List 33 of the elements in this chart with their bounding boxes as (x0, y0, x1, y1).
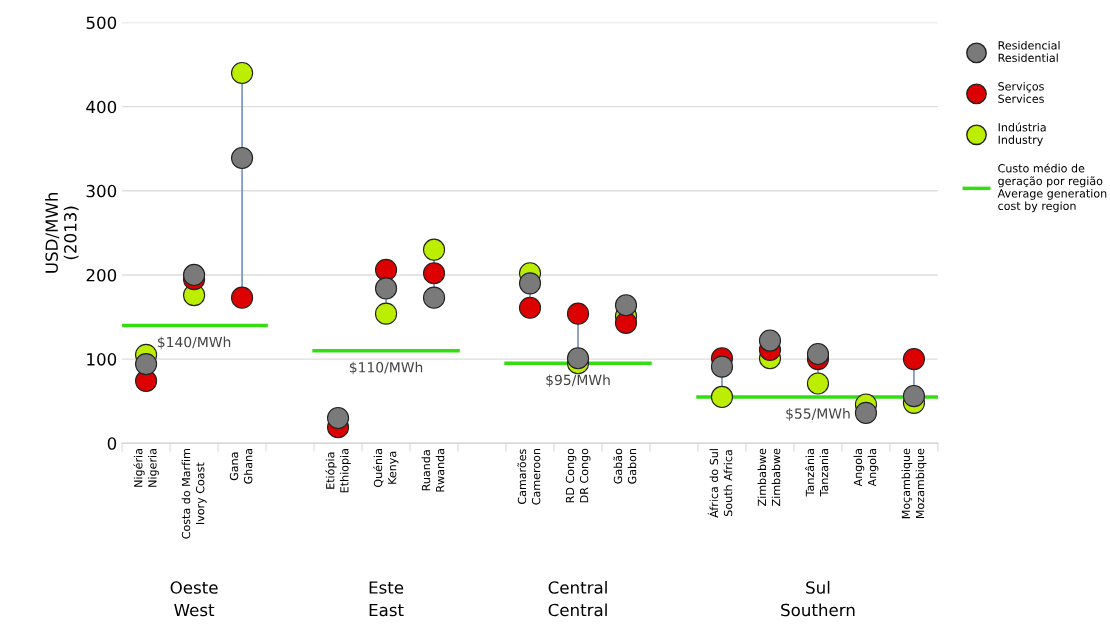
text: Este East (369, 581, 404, 617)
ref-line-label: $110/MWh (349, 361, 423, 375)
y-tick-label: 400 (86, 100, 117, 114)
text: Central Central (548, 580, 607, 617)
text: Oeste West (170, 581, 218, 617)
y-axis-title: USD/MWh (2013) (45, 192, 79, 273)
ref-line-label: $55/MWh (786, 408, 850, 421)
x-tick-label: África do Sul South Africa (707, 449, 733, 518)
legend-label: Residencial Residential (998, 40, 1060, 62)
x-tick-label: Zimbabwe Zimbabwe (757, 448, 781, 506)
x-tick-label: Costa do Marfim Ivory Coast (181, 449, 207, 539)
x-tick-label: RD Congo DR Congo (565, 448, 591, 503)
x-tick-label: Etiópia Ethiopia (325, 449, 351, 493)
x-tick-label: Tanzânia Tanzania (805, 449, 829, 497)
ref-line-label: $140/MWh (157, 336, 231, 350)
x-tick-label: Quénia Kenya (373, 449, 399, 488)
text: Custo médio de geração por região Average generation cost by region (997, 163, 1107, 213)
legend-label: Indústria Industry (998, 122, 1046, 147)
x-tick-label: Gana Ghana (229, 449, 253, 484)
y-tick-label: 200 (86, 268, 117, 282)
legend-label: Serviços Services (998, 81, 1044, 103)
x-tick-label: Angola Angola (853, 449, 879, 487)
ref-line-label: $95/MWh (546, 374, 610, 387)
text: Sul Southern (781, 580, 855, 617)
x-tick-label: Camarões Cameroon (517, 449, 541, 505)
y-tick-label: 0 (107, 437, 117, 450)
x-tick-label: Gabão Gabon (613, 448, 637, 484)
x-tick-label: Ruanda Rwanda (421, 449, 445, 492)
y-tick-label: 100 (87, 353, 117, 366)
x-tick-label: Nigéria Nigeria (133, 449, 159, 487)
y-tick-label: 300 (86, 184, 117, 198)
y-tick-label: 500 (86, 16, 117, 30)
x-tick-label: Moçambique Mozambique (901, 448, 927, 519)
